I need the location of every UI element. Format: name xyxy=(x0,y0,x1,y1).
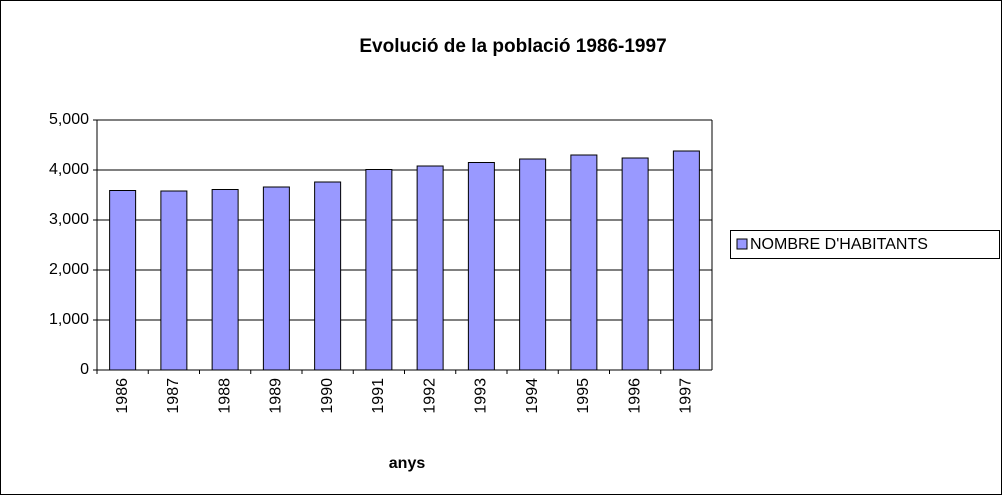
y-tick-label: 2,000 xyxy=(49,261,89,278)
bar xyxy=(467,162,495,371)
bar xyxy=(519,158,547,371)
y-tick-label: 4,000 xyxy=(49,161,89,178)
x-axis-label: anys xyxy=(389,455,426,472)
x-tick-label: 1992 xyxy=(421,378,438,414)
y-tick-label: 3,000 xyxy=(49,211,89,228)
y-tick-label: 1,000 xyxy=(49,311,89,328)
x-tick-label: 1989 xyxy=(268,378,285,414)
chart-title: Evolució de la població 1986-1997 xyxy=(359,36,666,57)
bar xyxy=(416,165,444,371)
legend-box xyxy=(730,230,1000,259)
x-tick-label: 1994 xyxy=(524,378,541,414)
bar xyxy=(365,169,393,371)
bar xyxy=(570,154,598,371)
x-tick-label: 1991 xyxy=(370,378,387,414)
y-tick-label: 0 xyxy=(80,361,89,378)
x-tick-label: 1997 xyxy=(678,378,695,414)
bar xyxy=(262,186,290,371)
x-tick-label: 1986 xyxy=(114,378,131,414)
x-tick-label: 1987 xyxy=(165,378,182,414)
x-tick-label: 1993 xyxy=(473,378,490,414)
legend-label: NOMBRE D'HABITANTS xyxy=(750,236,928,253)
bar xyxy=(211,189,239,371)
x-tick-label: 1990 xyxy=(319,378,336,414)
x-tick-label: 1988 xyxy=(216,378,233,414)
bar xyxy=(314,181,342,371)
bar xyxy=(672,150,700,371)
x-tick-label: 1995 xyxy=(575,378,592,414)
bar xyxy=(109,190,137,371)
y-tick-label: 5,000 xyxy=(49,111,89,128)
bar xyxy=(621,157,649,371)
bar xyxy=(160,190,188,371)
x-tick-label: 1996 xyxy=(626,378,643,414)
legend-swatch xyxy=(736,238,748,250)
